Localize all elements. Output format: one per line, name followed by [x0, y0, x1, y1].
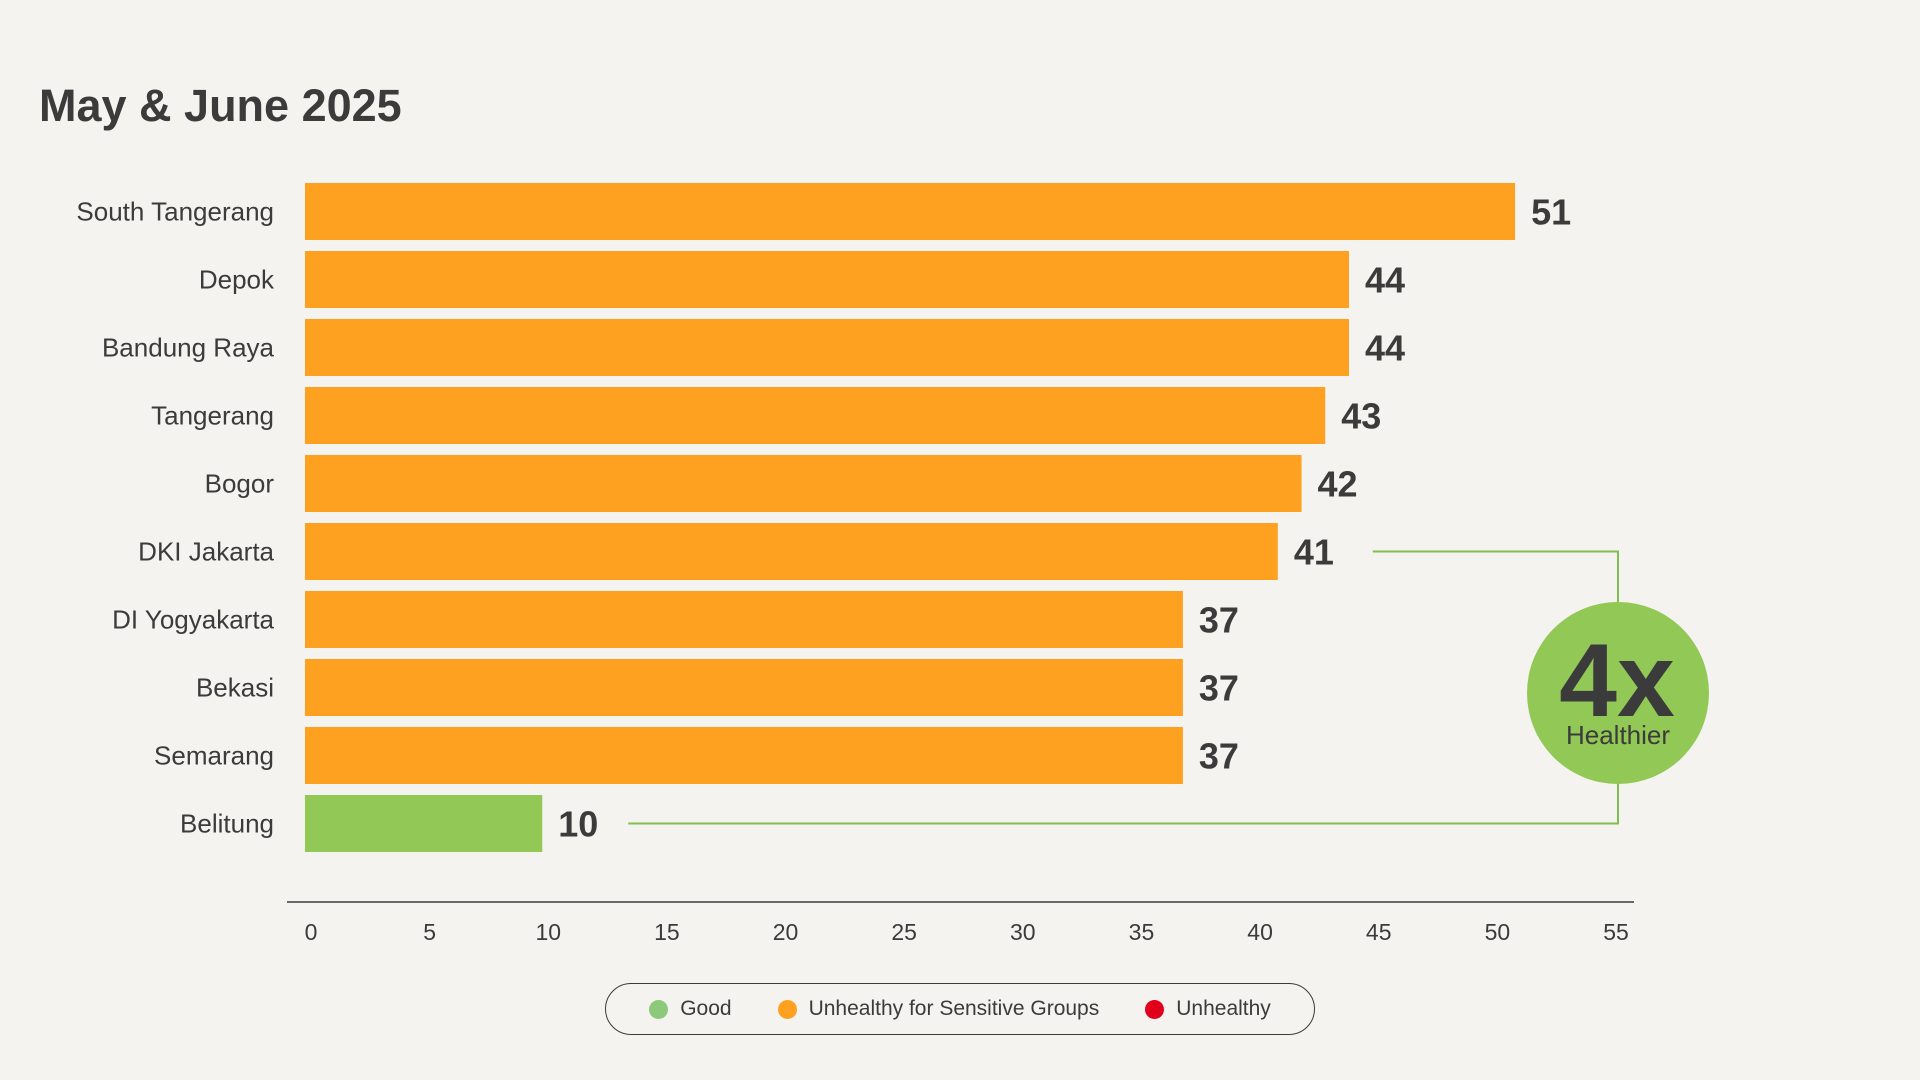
category-label: DKI Jakarta [138, 537, 274, 567]
category-label: Tangerang [151, 401, 274, 431]
bar [305, 727, 1183, 784]
value-label: 37 [1199, 668, 1239, 709]
callout-multiplier-text: 4x [1559, 623, 1675, 739]
x-tick-label: 10 [535, 919, 561, 945]
legend-swatch [777, 999, 797, 1019]
legend-label: Unhealthy [1176, 997, 1271, 1020]
x-axis: 0 5 10 15 20 25 30 35 40 45 50 55 [287, 901, 1634, 945]
bar [305, 183, 1516, 240]
bar [305, 455, 1302, 512]
category-label: Bogor [205, 469, 275, 499]
bars-layer: South Tangerang 51 Depok 44 Bandung Raya 44 Ta… [76, 183, 1571, 852]
callout-bracket-line [628, 550, 1619, 825]
x-tick-label: 55 [1603, 919, 1629, 945]
bar [305, 659, 1183, 716]
value-label: 51 [1531, 192, 1571, 233]
x-tick-label: 30 [1010, 919, 1036, 945]
x-tick-label: 15 [654, 919, 680, 945]
legend: Good Unhealthy for Sensitive Groups Unheal… [605, 983, 1315, 1035]
value-label: 42 [1318, 464, 1358, 505]
x-tick-label: 35 [1129, 919, 1155, 945]
x-tick-label: 45 [1366, 919, 1392, 945]
x-tick-label: 5 [423, 919, 436, 945]
bar [305, 795, 543, 852]
category-label: Semarang [154, 741, 274, 771]
value-label: 44 [1365, 328, 1405, 369]
category-label: Bekasi [196, 673, 274, 703]
category-label: Bandung Raya [102, 333, 275, 363]
bar [305, 523, 1278, 580]
legend-item: Unhealthy for Sensitive Groups [777, 997, 1100, 1021]
value-label: 44 [1365, 260, 1405, 301]
category-label: Belitung [180, 809, 274, 839]
x-tick-label: 0 [305, 919, 318, 945]
legend-item: Unhealthy [1145, 997, 1271, 1021]
legend-label: Unhealthy for Sensitive Groups [808, 997, 1100, 1020]
category-label: Depok [199, 265, 275, 295]
legend-item: Good [649, 997, 732, 1021]
callout-caption-text: Healthier [1566, 720, 1670, 750]
value-label: 10 [558, 804, 598, 845]
legend-label: Good [680, 997, 732, 1020]
x-tick-label: 25 [891, 919, 917, 945]
legend-swatch [649, 999, 669, 1019]
chart-title: May & June 2025 [39, 80, 402, 131]
x-tick-label: 50 [1485, 919, 1511, 945]
callout-circle [1527, 602, 1709, 784]
x-tick-label: 40 [1247, 919, 1273, 945]
value-label: 41 [1294, 532, 1334, 573]
category-label: DI Yogyakarta [112, 605, 274, 635]
bar [305, 591, 1183, 648]
bar [305, 251, 1349, 308]
x-tick-label: 20 [773, 919, 799, 945]
category-label: South Tangerang [76, 197, 274, 227]
value-label: 43 [1341, 396, 1381, 437]
value-label: 37 [1199, 600, 1239, 641]
bar [305, 319, 1349, 376]
value-label: 37 [1199, 736, 1239, 777]
legend-swatch [1145, 999, 1165, 1019]
bar [305, 387, 1326, 444]
